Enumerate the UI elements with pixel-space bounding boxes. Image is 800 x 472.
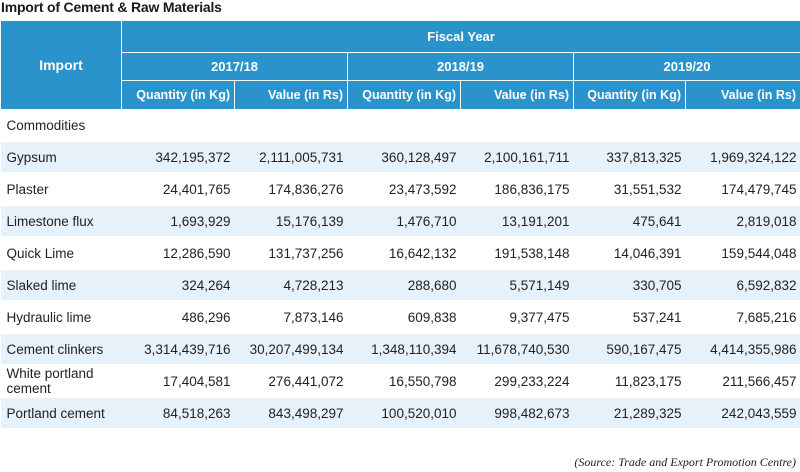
value-cell: 998,482,673 — [460, 397, 574, 430]
table-row: White portland cement 17,404,581 276,441,0… — [0, 365, 800, 398]
section-label: Commodities — [0, 109, 800, 142]
value-header: Value (in Rs) — [234, 80, 348, 110]
quantity-cell: 31,551,532 — [573, 173, 686, 206]
source-note: (Source: Trade and Export Promotion Cent… — [574, 455, 796, 469]
year-header: 2017/18 — [121, 52, 348, 81]
table-row: Plaster 24,401,765 174,836,276 23,473,592 18… — [0, 173, 800, 206]
table-row: Hydraulic lime 486,296 7,873,146 609,838 9,3… — [0, 301, 800, 334]
value-cell: 2,819,018 — [685, 205, 800, 238]
quantity-cell: 1,693,929 — [121, 205, 235, 238]
value-cell: 299,233,224 — [460, 365, 574, 398]
quantity-header: Quantity (in Kg) — [347, 80, 461, 110]
quantity-cell: 21,289,325 — [573, 397, 686, 430]
value-cell: 174,836,276 — [234, 173, 348, 206]
quantity-cell: 3,314,439,716 — [121, 333, 235, 366]
quantity-cell: 14,046,391 — [573, 237, 686, 270]
value-cell: 7,873,146 — [234, 301, 348, 334]
quantity-cell: 100,520,010 — [347, 397, 461, 430]
commodity-name: Gypsum — [0, 141, 122, 174]
value-cell: 2,111,005,731 — [234, 141, 348, 174]
commodity-name: White portland cement — [0, 365, 122, 398]
table-row: Gypsum 342,195,372 2,111,005,731 360,128,49… — [0, 141, 800, 174]
table-row: Portland cement 84,518,263 843,498,297 100,… — [0, 397, 800, 430]
quantity-cell: 288,680 — [347, 269, 461, 302]
fiscal-year-header: Fiscal Year — [121, 20, 800, 53]
value-cell: 30,207,499,134 — [234, 333, 348, 366]
value-cell: 5,571,149 — [460, 269, 574, 302]
commodity-name: Portland cement — [0, 397, 122, 430]
value-cell: 2,100,161,711 — [460, 141, 574, 174]
table-row: Limestone flux 1,693,929 15,176,139 1,476,7… — [0, 205, 800, 238]
table-title: Import of Cement & Raw Materials — [1, 0, 222, 15]
quantity-cell: 1,348,110,394 — [347, 333, 461, 366]
commodity-name: Limestone flux — [0, 205, 122, 238]
value-cell: 186,836,175 — [460, 173, 574, 206]
value-cell: 131,737,256 — [234, 237, 348, 270]
table-row: Slaked lime 324,264 4,728,213 288,680 5,571,… — [0, 269, 800, 302]
value-cell: 13,191,201 — [460, 205, 574, 238]
quantity-cell: 17,404,581 — [121, 365, 235, 398]
import-table: Import Fiscal Year 2017/18 2018/19 2019/… — [0, 20, 800, 430]
quantity-cell: 11,823,175 — [573, 365, 686, 398]
quantity-cell: 609,838 — [347, 301, 461, 334]
quantity-cell: 337,813,325 — [573, 141, 686, 174]
table-row: Cement clinkers 3,314,439,716 30,207,499,1… — [0, 333, 800, 366]
value-cell: 15,176,139 — [234, 205, 348, 238]
table-row: Quick Lime 12,286,590 131,737,256 16,642,13… — [0, 237, 800, 270]
quantity-cell: 342,195,372 — [121, 141, 235, 174]
quantity-cell: 475,641 — [573, 205, 686, 238]
value-cell: 11,678,740,530 — [460, 333, 574, 366]
year-header: 2018/19 — [347, 52, 574, 81]
quantity-cell: 12,286,590 — [121, 237, 235, 270]
value-cell: 6,592,832 — [685, 269, 800, 302]
quantity-cell: 24,401,765 — [121, 173, 235, 206]
quantity-cell: 16,550,798 — [347, 365, 461, 398]
value-cell: 7,685,216 — [685, 301, 800, 334]
quantity-cell: 537,241 — [573, 301, 686, 334]
quantity-cell: 330,705 — [573, 269, 686, 302]
value-header: Value (in Rs) — [685, 80, 800, 110]
import-header: Import — [0, 20, 122, 110]
quantity-cell: 590,167,475 — [573, 333, 686, 366]
quantity-cell: 23,473,592 — [347, 173, 461, 206]
year-header: 2019/20 — [573, 52, 800, 81]
value-cell: 9,377,475 — [460, 301, 574, 334]
value-header: Value (in Rs) — [460, 80, 574, 110]
commodity-name: Cement clinkers — [0, 333, 122, 366]
value-cell: 4,728,213 — [234, 269, 348, 302]
value-cell: 191,538,148 — [460, 237, 574, 270]
value-cell: 174,479,745 — [685, 173, 800, 206]
quantity-header: Quantity (in Kg) — [121, 80, 235, 110]
quantity-cell: 360,128,497 — [347, 141, 461, 174]
quantity-cell: 324,264 — [121, 269, 235, 302]
quantity-header: Quantity (in Kg) — [573, 80, 686, 110]
value-cell: 4,414,355,986 — [685, 333, 800, 366]
quantity-cell: 16,642,132 — [347, 237, 461, 270]
commodity-name: Quick Lime — [0, 237, 122, 270]
value-cell: 276,441,072 — [234, 365, 348, 398]
commodity-name: Slaked lime — [0, 269, 122, 302]
quantity-cell: 84,518,263 — [121, 397, 235, 430]
value-cell: 1,969,324,122 — [685, 141, 800, 174]
quantity-cell: 486,296 — [121, 301, 235, 334]
value-cell: 242,043,559 — [685, 397, 800, 430]
value-cell: 159,544,048 — [685, 237, 800, 270]
commodity-name: Hydraulic lime — [0, 301, 122, 334]
quantity-cell: 1,476,710 — [347, 205, 461, 238]
value-cell: 211,566,457 — [685, 365, 800, 398]
commodity-name: Plaster — [0, 173, 122, 206]
value-cell: 843,498,297 — [234, 397, 348, 430]
